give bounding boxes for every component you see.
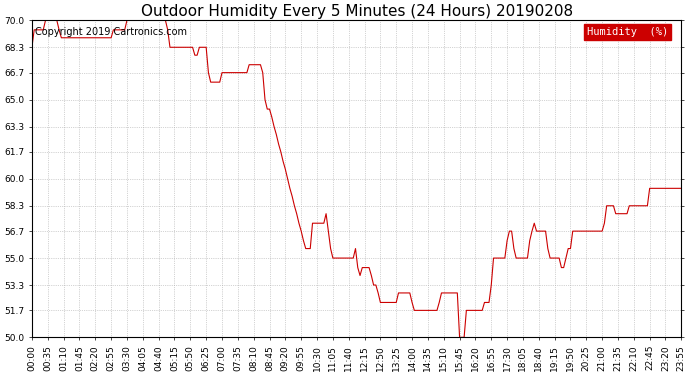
Text: Humidity  (%): Humidity (%): [587, 27, 669, 37]
Title: Outdoor Humidity Every 5 Minutes (24 Hours) 20190208: Outdoor Humidity Every 5 Minutes (24 Hou…: [141, 4, 573, 19]
Text: Copyright 2019 Cartronics.com: Copyright 2019 Cartronics.com: [35, 27, 187, 37]
